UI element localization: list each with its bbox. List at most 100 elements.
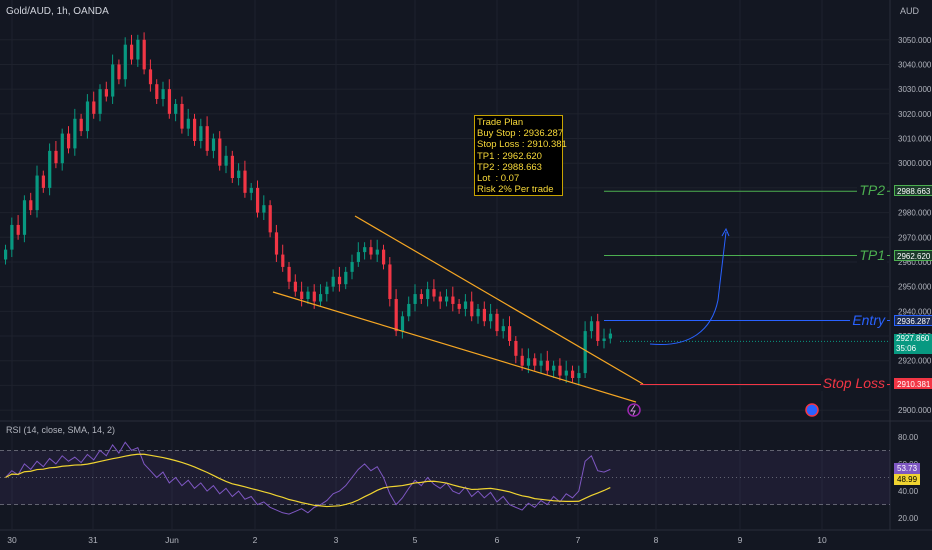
level-label-entry[interactable]: Entry: [850, 311, 887, 328]
level-label-stoploss[interactable]: Stop Loss: [820, 375, 887, 392]
candle-body: [4, 249, 8, 260]
candle-body: [596, 321, 600, 341]
price-tick-label: 2920.000: [898, 357, 932, 366]
lightning-icon: [627, 403, 641, 417]
candle-body: [218, 138, 222, 166]
main-pane: [0, 0, 890, 420]
candle-body: [35, 175, 39, 211]
candle-body: [287, 266, 291, 282]
candle-body: [552, 365, 556, 371]
price-tick-label: 2940.000: [898, 307, 932, 316]
time-tick-label: Jun: [165, 535, 179, 545]
time-tick-label: 3: [334, 535, 339, 545]
level-label-tp1[interactable]: TP1: [857, 246, 887, 263]
currency-label: AUD: [900, 6, 920, 16]
candle-body: [92, 101, 96, 114]
candle-body: [382, 249, 386, 265]
price-tick-label: 3050.000: [898, 36, 932, 45]
candle-body: [394, 299, 398, 332]
current-price-value: 2927.860: [896, 334, 930, 344]
price-tick-label: 3020.000: [898, 110, 932, 119]
price-tick-label: 3010.000: [898, 135, 932, 144]
rsi-ma-value-tag: 48.99: [894, 474, 921, 485]
candle-body: [262, 205, 266, 213]
candle-body: [104, 89, 108, 97]
candle-body: [608, 333, 612, 339]
candle-body: [375, 249, 379, 255]
price-tick-label: 2960.000: [898, 258, 932, 267]
candle-body: [356, 252, 360, 262]
candle-body: [193, 118, 197, 141]
candle-body: [369, 247, 373, 255]
candle-body: [438, 296, 442, 302]
candle-body: [388, 264, 392, 300]
candle-body: [67, 133, 71, 149]
rsi-ma-line: [5, 453, 611, 508]
price-tick-label: 3040.000: [898, 60, 932, 69]
level-label-tp2[interactable]: TP2: [857, 182, 887, 199]
price-tick-label: 3000.000: [898, 159, 932, 168]
candle-body: [60, 133, 64, 164]
candle-body: [117, 64, 121, 80]
candle-body: [41, 175, 45, 188]
time-tick-label: 6: [495, 535, 500, 545]
candle-body: [463, 301, 468, 309]
price-tick-label: 3030.000: [898, 85, 932, 94]
rsi-tick-label: 40.00: [898, 487, 919, 496]
wedge-upper-line: [354, 215, 644, 385]
candle-body: [161, 89, 165, 100]
candle-body: [224, 155, 228, 166]
candle-body: [589, 321, 594, 332]
wedge-lower-line: [272, 291, 637, 403]
candle-body: [136, 39, 140, 60]
candle-body: [16, 224, 20, 235]
candle-body: [142, 39, 146, 70]
price-tick-label: 2950.000: [898, 283, 932, 292]
candle-body: [22, 200, 27, 235]
flag-icon: [805, 403, 819, 417]
symbol-title[interactable]: Gold/AUD, 1h, OANDA: [6, 6, 109, 17]
candle-body: [10, 224, 14, 250]
candle-body: [79, 118, 83, 132]
bar-countdown: 35:06: [896, 344, 917, 354]
candle-body: [230, 155, 234, 179]
candle-body: [350, 261, 354, 272]
candle-body: [211, 138, 216, 151]
candle-body: [426, 289, 430, 300]
candle-body: [130, 44, 134, 60]
candle-body: [400, 316, 405, 332]
trade-plan-line: Trade Plan: [477, 117, 524, 128]
price-tag-stoploss: 2910.381: [894, 378, 932, 390]
trade-plan-line: Stop Loss : 2910.381: [477, 139, 567, 151]
current-price-tag: 2927.860 35:06: [894, 334, 932, 355]
candle-body: [167, 89, 171, 114]
candle-body: [186, 118, 190, 129]
candle-body: [180, 103, 184, 129]
rsi-legend[interactable]: RSI (14, close, SMA, 14, 2): [6, 425, 116, 435]
candle-body: [545, 360, 549, 371]
price-tag-tp2: 2988.663: [894, 185, 932, 197]
rsi-line: [5, 441, 611, 515]
candle-body: [445, 296, 449, 302]
candle-body: [533, 358, 537, 366]
trade-plan-line: Lot : 0.07: [477, 173, 520, 185]
candle-body: [29, 200, 33, 211]
time-tick-label: 2: [253, 535, 258, 545]
candle-body: [268, 205, 272, 233]
time-tick-label: 10: [817, 535, 827, 545]
trade-plan-line: TP2 : 2988.663: [477, 161, 542, 173]
candle-body: [148, 69, 153, 85]
candle-body: [476, 308, 480, 317]
rsi-value-tag: 53.73: [894, 463, 921, 474]
candle-body: [98, 89, 102, 114]
candle-body: [73, 118, 77, 149]
trade-plan-note[interactable]: Trade Plan Buy Stop : 2936.287 Stop Loss :…: [474, 115, 567, 196]
candle-body: [558, 365, 562, 376]
candle-body: [602, 338, 606, 341]
candle-body: [407, 303, 411, 317]
candle-body: [363, 247, 367, 253]
candle-body: [413, 294, 417, 304]
candle-body: [249, 187, 253, 193]
candle-body: [274, 232, 279, 255]
